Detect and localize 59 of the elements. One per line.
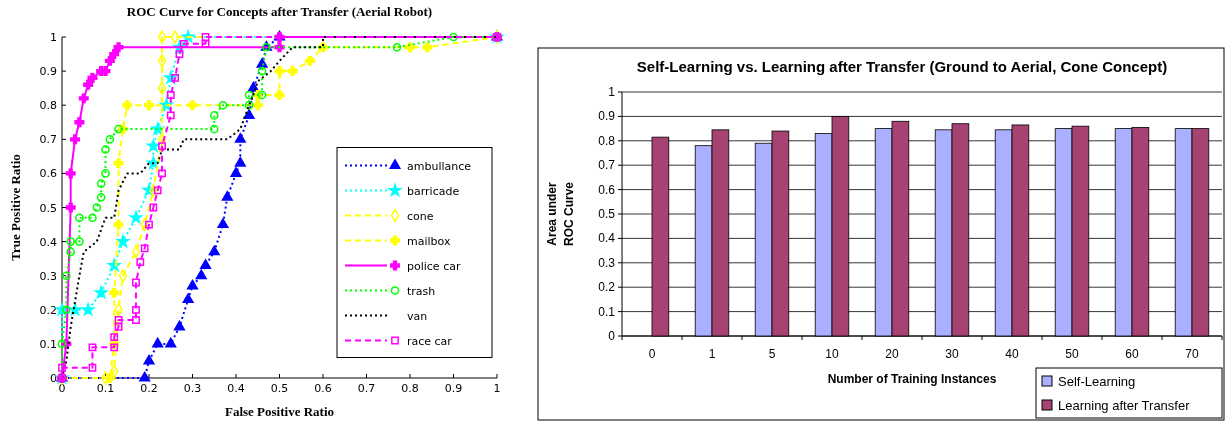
x-tick-label: 1 bbox=[493, 382, 501, 395]
y-tick-label: 0.7 bbox=[39, 133, 57, 147]
x-tick-label: 1 bbox=[708, 347, 716, 361]
y-tick-label: 0.5 bbox=[598, 207, 616, 221]
x-tick-label: 0 bbox=[648, 347, 656, 361]
x-tick-label: 0.1 bbox=[96, 382, 115, 395]
y-tick-label: 0.4 bbox=[39, 235, 57, 249]
chart-title: ROC Curve for Concepts after Transfer (Aerial Robot) bbox=[126, 4, 433, 19]
y-tick-label: 0.8 bbox=[39, 99, 57, 113]
y-tick-label: 0.5 bbox=[39, 201, 57, 215]
y-tick-label: 0.3 bbox=[39, 269, 57, 283]
legend-label: van bbox=[407, 309, 428, 323]
y-tick-label: 0.3 bbox=[598, 255, 616, 270]
x-tick-label: 0.3 bbox=[183, 382, 202, 395]
legend-label: Self-Learning bbox=[1058, 374, 1136, 389]
x-tick-label: 40 bbox=[1005, 347, 1019, 361]
x-tick-label: 50 bbox=[1065, 347, 1079, 361]
legend-label: Learning after Transfer bbox=[1058, 398, 1191, 413]
y-tick-label: 0.8 bbox=[598, 133, 616, 148]
chart-title: Self-Learning vs. Learning after Transfer (Ground to Aerial, Cone Concept) bbox=[636, 58, 1168, 75]
x-axis-title: Number of Training Instances bbox=[827, 372, 997, 386]
x-tick-label: 0.4 bbox=[227, 382, 245, 395]
x-tick-label: 5 bbox=[768, 347, 776, 361]
y-tick-label: 0.9 bbox=[598, 109, 616, 124]
legend-label: barricade bbox=[407, 184, 460, 198]
x-tick-label: 70 bbox=[1185, 347, 1199, 361]
x-tick-label: 10 bbox=[825, 347, 839, 361]
y-tick-label: 0.6 bbox=[598, 182, 616, 197]
legend-label: ambullance bbox=[407, 159, 472, 173]
x-tick-label: 0.7 bbox=[357, 382, 376, 395]
legend-label: race car bbox=[407, 334, 453, 348]
y-tick-label: 0.4 bbox=[598, 231, 616, 246]
legend-label: police car bbox=[407, 259, 461, 273]
y-tick-label: 0.9 bbox=[39, 65, 57, 79]
x-axis-title: False Positive Ratio bbox=[224, 404, 335, 419]
legend-label: trash bbox=[407, 284, 436, 298]
x-tick-label: 60 bbox=[1125, 347, 1139, 361]
y-tick-label: 0 bbox=[608, 329, 616, 343]
x-tick-label: 30 bbox=[945, 347, 959, 361]
x-tick-label: 0.6 bbox=[314, 382, 332, 395]
y-tick-label: 0.6 bbox=[39, 167, 57, 181]
y-tick-label: 0 bbox=[50, 372, 57, 385]
y-axis-title: Area under ROC Curve bbox=[545, 181, 576, 247]
x-tick-label: 0.9 bbox=[444, 382, 463, 395]
x-tick-label: 0.8 bbox=[401, 382, 419, 395]
y-axis-title: True Positive Ratio bbox=[8, 154, 23, 261]
x-tick-label: 20 bbox=[885, 347, 899, 361]
x-tick-label: 0 bbox=[58, 382, 66, 395]
y-tick-label: 0.1 bbox=[598, 304, 616, 319]
y-tick-label: 0.1 bbox=[39, 337, 57, 351]
legend-label: cone bbox=[407, 209, 434, 223]
x-tick-label: 0.2 bbox=[140, 382, 158, 395]
legend-label: mailbox bbox=[407, 234, 451, 248]
y-tick-label: 0.7 bbox=[598, 158, 616, 173]
y-tick-label: 0.2 bbox=[39, 303, 57, 317]
y-tick-label: 1 bbox=[50, 31, 57, 44]
y-tick-label: 1 bbox=[608, 85, 616, 99]
y-tick-label: 0.2 bbox=[598, 280, 616, 295]
x-tick-label: 0.5 bbox=[270, 382, 289, 395]
